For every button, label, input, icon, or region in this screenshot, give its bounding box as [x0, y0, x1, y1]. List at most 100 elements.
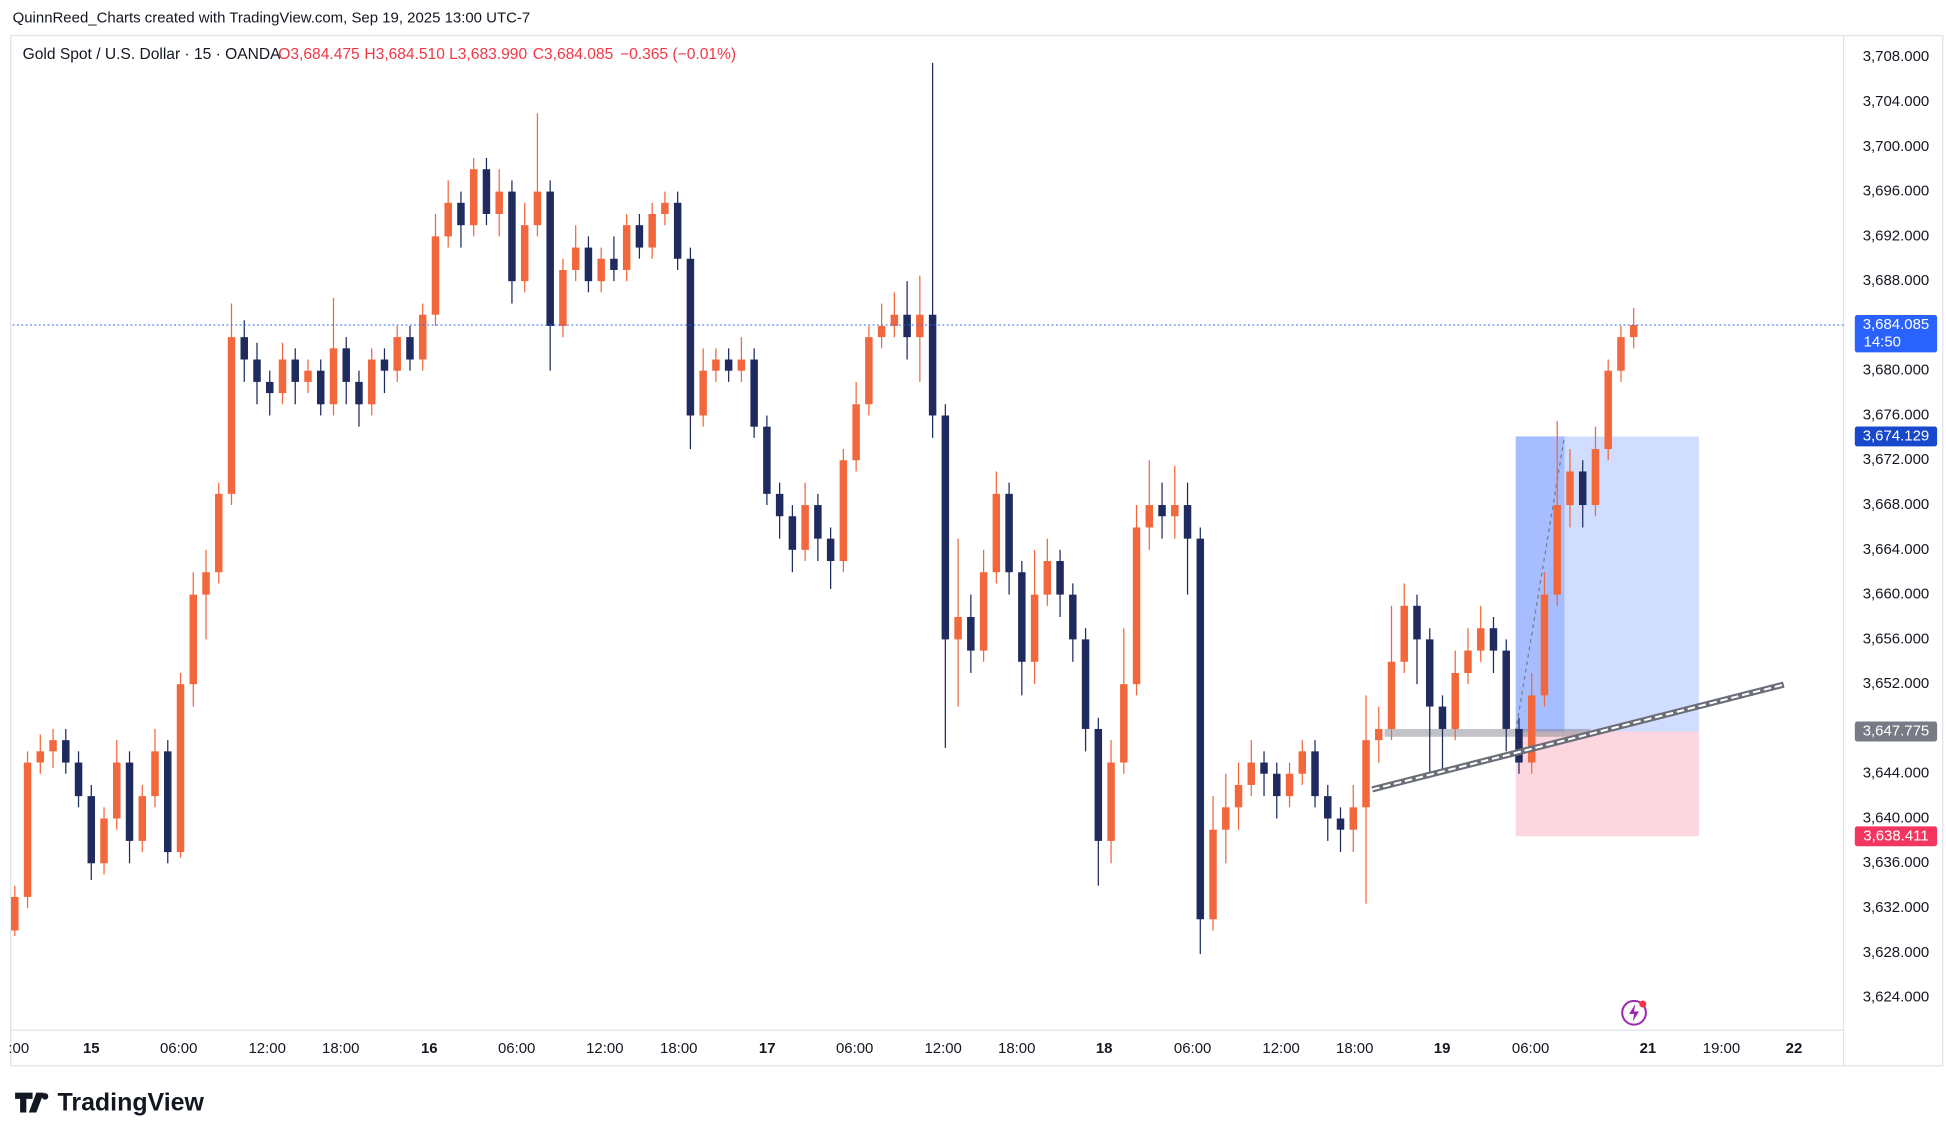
candle-body — [814, 505, 822, 539]
candle-body — [457, 202, 465, 226]
x-tick-label: 06:00 — [1512, 1040, 1549, 1057]
candle-body — [215, 493, 223, 573]
candle-body — [1591, 449, 1600, 506]
candle-body — [1260, 762, 1268, 774]
candle-body — [495, 191, 503, 214]
candle-body — [355, 381, 363, 405]
candle-body — [202, 572, 210, 595]
candle-body — [253, 359, 261, 382]
candle-body — [189, 594, 198, 685]
candle-body — [699, 370, 707, 416]
price-label: 3,638.411 — [1863, 827, 1928, 844]
candle-body — [406, 337, 414, 360]
candle-body — [1489, 628, 1498, 651]
candle-body — [49, 740, 57, 752]
candle-body — [928, 314, 937, 416]
y-tick-label: 3,652.000 — [1863, 675, 1930, 692]
candle-body — [737, 359, 746, 371]
candle-body — [1476, 628, 1485, 651]
candle-body — [482, 169, 491, 214]
candle-body — [1247, 762, 1256, 785]
candle-body — [648, 213, 656, 248]
candle-body — [954, 617, 962, 640]
x-tick-label: 22 — [1786, 1040, 1803, 1057]
candle-body — [151, 751, 159, 797]
candle-body — [546, 191, 554, 326]
candle-body — [801, 505, 809, 550]
candle-body — [316, 370, 325, 405]
alert-icon[interactable] — [1621, 999, 1647, 1026]
candle-body — [380, 359, 389, 371]
candle-body — [393, 337, 401, 371]
candle-body — [1311, 751, 1319, 797]
credit: QuinnReed_Charts created with TradingVie… — [13, 10, 531, 27]
candle-body — [673, 202, 682, 259]
candle-body — [1553, 505, 1561, 595]
price-label-box — [1854, 826, 1938, 847]
candle-body — [763, 426, 771, 494]
x-tick-label: 18 — [1096, 1040, 1113, 1057]
candle-body — [686, 258, 695, 416]
candle-body — [304, 370, 312, 382]
price-label: 3,674.129 — [1863, 427, 1930, 444]
candle-body — [1018, 572, 1026, 662]
candle-body — [1222, 807, 1230, 830]
candle-body — [469, 169, 478, 226]
y-tick-label: 3,640.000 — [1863, 809, 1930, 826]
candle-body — [1527, 695, 1536, 763]
y-tick-label: 3,664.000 — [1863, 541, 1930, 558]
x-tick-label: 18:00 — [998, 1040, 1035, 1057]
x-tick-label: 12:00 — [586, 1040, 623, 1057]
legend-close: C3,684.085 — [533, 46, 614, 63]
candle-body — [11, 896, 19, 931]
price-label-box — [1854, 426, 1938, 447]
symbol: Gold Spot / U.S. Dollar · 15 · OANDA — [23, 46, 282, 63]
y-tick-label: 3,700.000 — [1863, 138, 1930, 155]
candle-body — [1438, 706, 1447, 729]
candle-body — [1515, 728, 1523, 763]
candle-body — [1209, 829, 1217, 920]
logo[interactable]: TradingView — [15, 1088, 205, 1116]
candle-body — [1145, 505, 1154, 528]
candle-body — [1196, 538, 1205, 920]
alert-ring — [1621, 999, 1647, 1026]
x-tick-label: 18:00 — [1336, 1040, 1373, 1057]
candle-body — [1107, 762, 1115, 841]
y-tick-label: 3,708.000 — [1863, 48, 1930, 65]
candle-body — [1285, 773, 1294, 797]
chart-frame — [10, 34, 1944, 1067]
candle-body — [278, 359, 287, 394]
y-tick-label: 3,688.000 — [1863, 272, 1930, 289]
y-tick-label: 3,632.000 — [1863, 899, 1930, 916]
y-tick-label: 3,624.000 — [1863, 989, 1930, 1006]
y-tick-label: 3,628.000 — [1863, 944, 1930, 961]
candle-body — [1362, 740, 1370, 808]
candle-body — [916, 314, 924, 338]
candle-body — [164, 751, 172, 853]
y-tick-label: 3,680.000 — [1863, 362, 1930, 379]
x-tick-label: 19:00 — [1703, 1040, 1740, 1057]
y-tick-label: 3,644.000 — [1863, 765, 1930, 782]
x-tick-label: 06:00 — [160, 1040, 197, 1057]
countdown: 14:50 — [1864, 333, 1901, 350]
candle-body — [520, 225, 529, 282]
stop-zone — [1515, 731, 1699, 837]
candle-body — [1413, 605, 1421, 640]
candle-body — [839, 460, 848, 562]
candle-body — [176, 684, 185, 853]
candle-body — [1081, 639, 1090, 729]
candle-body — [597, 258, 605, 282]
y-tick-label: 3,676.000 — [1863, 406, 1930, 423]
x-tick-label: 18:00 — [322, 1040, 359, 1057]
candle-body — [903, 314, 911, 338]
price-label: 3,684.085 — [1863, 316, 1930, 333]
candle-body — [661, 202, 669, 214]
candle-body — [826, 538, 835, 562]
y-tick-label: 3,656.000 — [1863, 630, 1930, 647]
candle-body — [266, 381, 274, 394]
candle-body — [1540, 594, 1549, 696]
candle-body — [100, 818, 108, 864]
candle-body — [1298, 751, 1307, 774]
candle-body — [979, 572, 988, 651]
